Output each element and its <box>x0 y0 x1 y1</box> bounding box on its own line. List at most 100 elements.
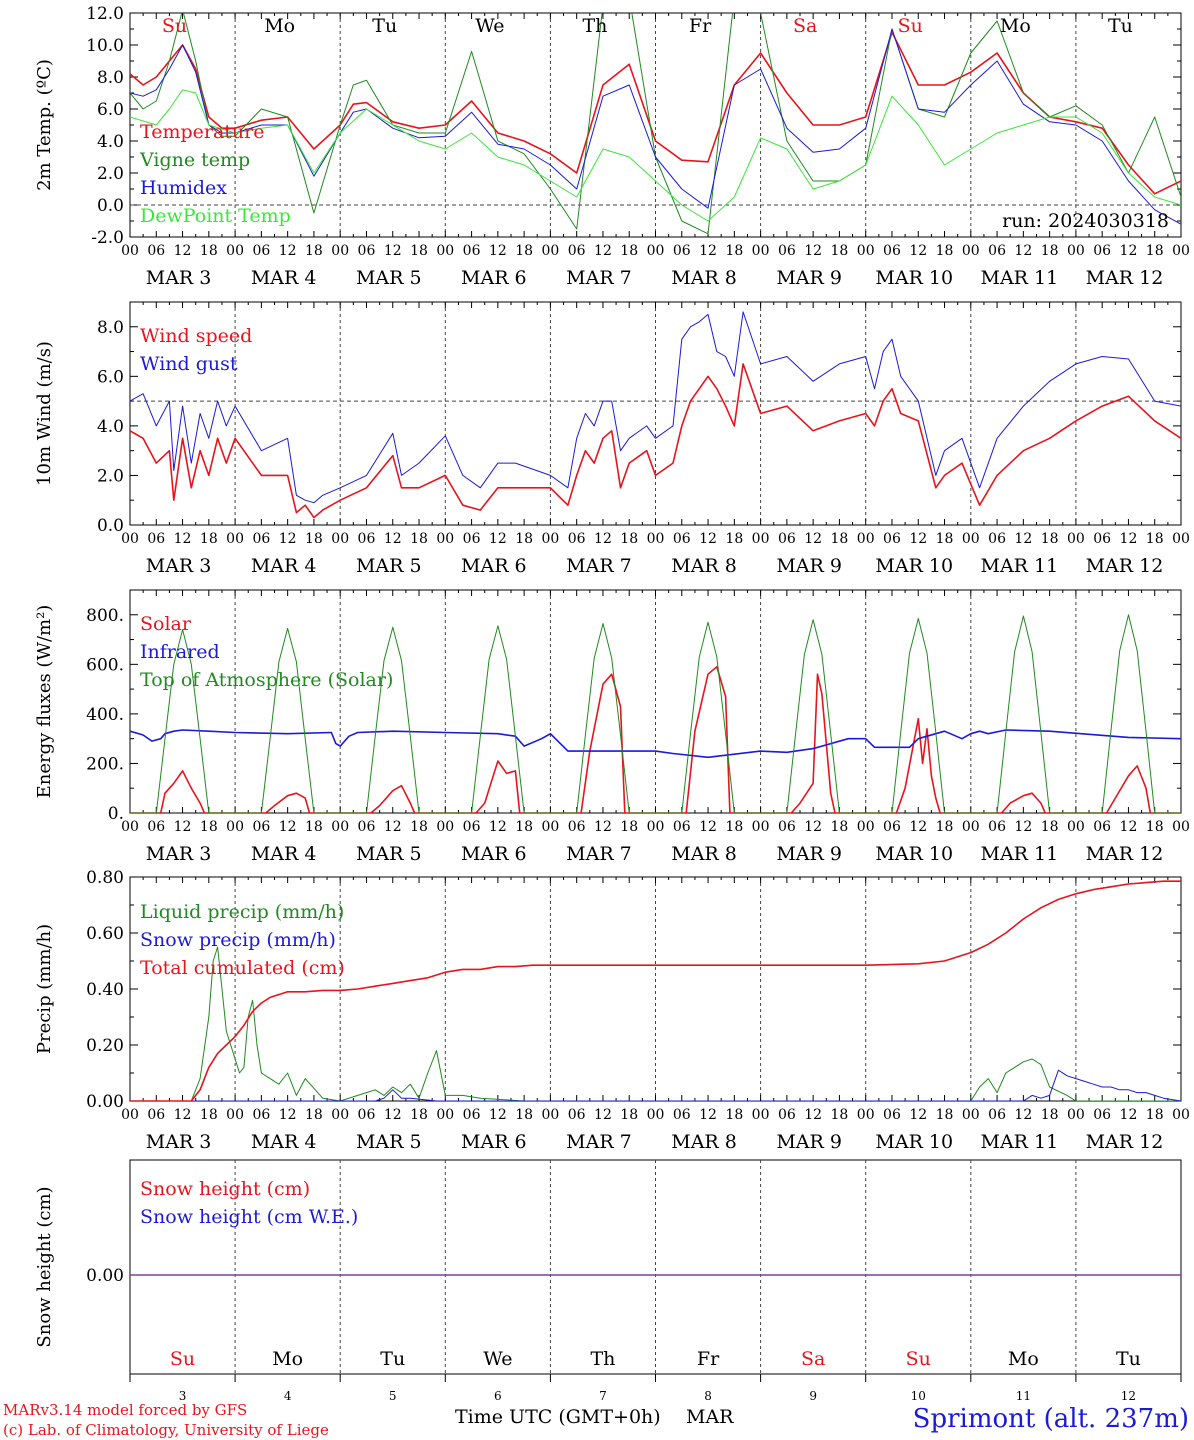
date-label: MAR 6 <box>461 555 527 577</box>
date-label: MAR 5 <box>356 267 422 289</box>
y-axis-label: 10m Wind (m/s) <box>34 341 55 486</box>
hour-label: 12 <box>1120 819 1138 835</box>
hour-label: 00 <box>752 243 770 259</box>
panel-3: 0. 200. 400. 600. 800. Energy fluxes (W/m²) So… <box>34 589 1190 865</box>
hour-label: 18 <box>410 1107 428 1123</box>
y-tick-label: 6.0 <box>97 367 124 387</box>
hour-label: 00 <box>962 531 980 547</box>
day-name: Su <box>898 15 923 37</box>
hour-label: 00 <box>647 243 665 259</box>
date-label: MAR 12 <box>1086 843 1164 865</box>
hour-label: 06 <box>883 531 901 547</box>
y-tick-label: 0.00 <box>86 1092 124 1112</box>
y-tick-label: 6.0 <box>97 100 124 120</box>
y-tick-label: 0.0 <box>97 196 124 216</box>
hour-label: 00 <box>1172 819 1190 835</box>
hour-label: 00 <box>541 819 559 835</box>
date-label: MAR 10 <box>875 843 953 865</box>
day-name: Fr <box>689 15 712 37</box>
hour-label: 06 <box>883 819 901 835</box>
date-label: MAR 12 <box>1086 267 1164 289</box>
panel-1: -2.0 0.0 2.0 4.0 6.0 8.0 10.0 12.0 2m Temp. (ºC)… <box>34 4 1190 289</box>
lab-credit: (c) Lab. of Climatology, University of L… <box>3 1421 329 1439</box>
hour-label: 12 <box>279 531 297 547</box>
hour-label: 18 <box>936 1107 954 1123</box>
panel-5: 0.00 Snow height (cm) Snow height (cm) Snow… <box>34 1159 1182 1403</box>
day-name: We <box>483 1348 512 1370</box>
y-tick-label: 4.0 <box>97 132 124 152</box>
hour-label: 00 <box>752 531 770 547</box>
date-label: MAR 3 <box>146 843 212 865</box>
hour-label: 00 <box>121 531 139 547</box>
y-axis-label: Energy fluxes (W/m²) <box>34 605 55 799</box>
legend-entry: Snow height (cm W.E.) <box>140 1206 358 1228</box>
hour-label: 12 <box>909 531 927 547</box>
hour-label: 12 <box>1120 1107 1138 1123</box>
day-name: Tu <box>1108 15 1133 37</box>
legend-entry: Humidex <box>140 177 227 199</box>
legend-entry: Vigne temp <box>139 149 250 171</box>
series-line-3 <box>130 28 1181 225</box>
date-label: MAR 11 <box>980 555 1058 577</box>
hour-label: 00 <box>1067 531 1085 547</box>
series-line-1 <box>130 946 1181 1101</box>
hour-label: 00 <box>541 531 559 547</box>
hour-label: 06 <box>568 243 586 259</box>
day-name: Tu <box>1116 1348 1141 1370</box>
date-number: 11 <box>1016 1389 1031 1403</box>
hour-label: 12 <box>804 243 822 259</box>
hour-label: 12 <box>174 243 192 259</box>
panel-2: 0.0 2.0 4.0 6.0 8.0 10m Wind (m/s) Wind speed W… <box>34 301 1190 577</box>
hour-label: 00 <box>331 531 349 547</box>
day-name: Mo <box>1008 1348 1039 1370</box>
station-name: Sprimont (alt. 237m) <box>913 1404 1189 1434</box>
legend-entry: Wind gust <box>140 353 238 375</box>
hour-label: 12 <box>384 531 402 547</box>
hour-label: 06 <box>252 531 270 547</box>
hour-label: 06 <box>673 819 691 835</box>
y-tick-label: 0.20 <box>86 1036 124 1056</box>
hour-label: 06 <box>673 243 691 259</box>
hour-label: 12 <box>1014 243 1032 259</box>
hour-label: 00 <box>226 243 244 259</box>
date-number: 8 <box>704 1389 712 1403</box>
y-tick-label: 400. <box>86 705 124 725</box>
y-tick-label: 600. <box>86 655 124 675</box>
hour-label: 18 <box>831 1107 849 1123</box>
day-name: Mo <box>1000 15 1031 37</box>
date-label: MAR 12 <box>1086 555 1164 577</box>
hour-label: 06 <box>463 243 481 259</box>
y-tick-label: 200. <box>86 754 124 774</box>
date-label: MAR 8 <box>671 555 737 577</box>
hour-label: 12 <box>804 1107 822 1123</box>
hour-label: 00 <box>436 819 454 835</box>
hour-label: 18 <box>725 243 743 259</box>
hour-label: 00 <box>226 1107 244 1123</box>
legend-entry: Snow precip (mm/h) <box>140 929 336 951</box>
hour-label: 18 <box>831 531 849 547</box>
model-credit: MARv3.14 model forced by GFS <box>3 1401 247 1419</box>
date-label: MAR 3 <box>146 555 212 577</box>
hour-label: 00 <box>436 531 454 547</box>
hour-label: 18 <box>1146 1107 1164 1123</box>
hour-label: 00 <box>1067 1107 1085 1123</box>
date-number: 4 <box>284 1389 292 1403</box>
hour-label: 06 <box>1093 819 1111 835</box>
hour-label: 00 <box>331 1107 349 1123</box>
hour-label: 18 <box>305 1107 323 1123</box>
day-name: Su <box>906 1348 931 1370</box>
date-label: MAR 6 <box>461 1131 527 1153</box>
y-tick-label: 8.0 <box>97 318 124 338</box>
hour-label: 00 <box>962 1107 980 1123</box>
date-number: 5 <box>389 1389 397 1403</box>
hour-label: 18 <box>305 531 323 547</box>
hour-label: 00 <box>331 243 349 259</box>
hour-label: 00 <box>436 243 454 259</box>
date-label: MAR 7 <box>566 1131 632 1153</box>
hour-label: 06 <box>883 243 901 259</box>
y-tick-label: 0.80 <box>86 868 124 888</box>
date-label: MAR 9 <box>776 843 842 865</box>
hour-label: 12 <box>489 819 507 835</box>
date-label: MAR 9 <box>776 555 842 577</box>
hour-label: 06 <box>988 819 1006 835</box>
